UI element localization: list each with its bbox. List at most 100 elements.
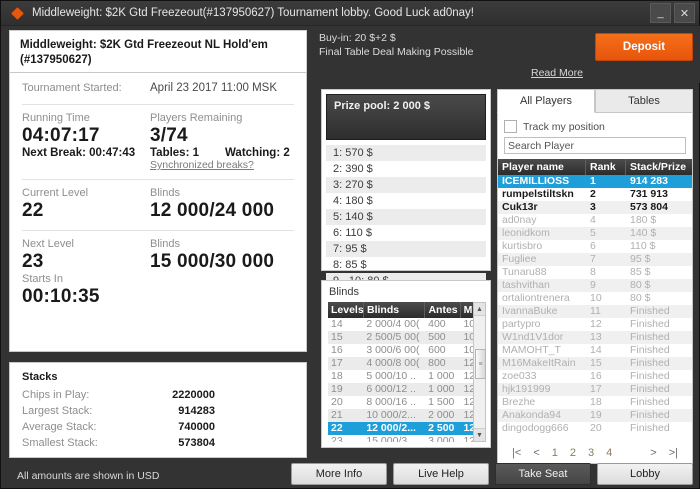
- player-name: Anakonda94: [502, 409, 561, 421]
- more-info-button[interactable]: More Info: [291, 463, 387, 485]
- starts-in-label: Starts In: [22, 273, 63, 285]
- blinds-level: 22: [331, 422, 343, 434]
- prize-row: 3: 270 $: [326, 177, 486, 193]
- player-rank: 13: [590, 331, 602, 343]
- tournament-started-value: April 23 2017 11:00 MSK: [150, 82, 278, 94]
- players-col-rank[interactable]: Rank: [586, 159, 626, 175]
- pager-first[interactable]: |<: [512, 447, 522, 459]
- blinds-col-antes[interactable]: Antes: [425, 302, 461, 318]
- take-seat-button[interactable]: Take Seat: [495, 463, 591, 485]
- blinds-level: 16: [331, 344, 343, 356]
- minimize-button[interactable]: _: [650, 3, 671, 23]
- player-row[interactable]: Anakonda94 19 Finished: [498, 409, 692, 422]
- lobby-button[interactable]: Lobby: [597, 463, 693, 485]
- player-row[interactable]: IvannaBuke 11 Finished: [498, 305, 692, 318]
- blinds-row[interactable]: 21 10 000/2... 2 000 12: [328, 409, 486, 422]
- players-col-name[interactable]: Player name: [498, 159, 586, 175]
- scroll-up-icon[interactable]: ▲: [474, 303, 485, 316]
- blinds-body: 14 2 000/4 00( 400 10 15 2 500/5 00( 500…: [328, 318, 486, 442]
- player-row[interactable]: Cuk13r 3 573 804: [498, 201, 692, 214]
- tab-tables[interactable]: Tables: [595, 89, 693, 113]
- starts-in-value: 00:10:35: [22, 286, 100, 307]
- players-panel: Track my position Search Player Player n…: [497, 113, 693, 464]
- track-my-position-checkbox[interactable]: [504, 120, 517, 133]
- blinds-col-blinds[interactable]: Blinds: [364, 302, 426, 318]
- player-row[interactable]: Fugliee 7 95 $: [498, 253, 692, 266]
- track-my-position-label: Track my position: [523, 120, 605, 133]
- close-button[interactable]: ✕: [674, 3, 695, 23]
- blinds-row[interactable]: 17 4 000/8 00( 800 12: [328, 357, 486, 370]
- players-col-stack[interactable]: Stack/Prize: [630, 161, 687, 173]
- scroll-down-icon[interactable]: ▼: [474, 428, 485, 441]
- live-help-button[interactable]: Live Help: [393, 463, 489, 485]
- player-row[interactable]: W1nd1V1dor 13 Finished: [498, 331, 692, 344]
- pager-prev[interactable]: <: [533, 447, 540, 459]
- player-rank: 2: [590, 188, 596, 200]
- blinds-value: 2 000/4 00(: [366, 318, 420, 330]
- blinds-row[interactable]: 16 3 000/6 00( 600 10: [328, 344, 486, 357]
- prize-row: 6: 110 $: [333, 227, 372, 239]
- pager-page-4[interactable]: 4: [606, 447, 613, 459]
- blinds-row[interactable]: 19 6 000/12 .. 1 000 12: [328, 383, 486, 396]
- player-row[interactable]: tashvithan 9 80 $: [498, 279, 692, 292]
- player-stack: Finished: [630, 331, 670, 343]
- player-row[interactable]: M16MakeItRain 15 Finished: [498, 357, 692, 370]
- blinds-row[interactable]: 23 15 000/3... 3 000 12: [328, 435, 486, 442]
- pager-page-3[interactable]: 3: [588, 447, 595, 459]
- blinds-level: 23: [331, 435, 343, 442]
- player-row[interactable]: hjk191999 17 Finished: [498, 383, 692, 396]
- window-title: Middleweight: $2K Gtd Freezeout(#1379506…: [32, 7, 474, 19]
- blinds-level: 15: [331, 331, 343, 343]
- player-stack: 573 804: [630, 201, 668, 213]
- pager-next[interactable]: >: [650, 447, 657, 459]
- players-remaining-label: Players Remaining: [150, 112, 243, 124]
- buyin-block: Buy-in: 20 $+2 $ Final Table Deal Making…: [319, 31, 473, 59]
- blinds-row[interactable]: 14 2 000/4 00( 400 10: [328, 318, 486, 331]
- player-row[interactable]: ad0nay 4 180 $: [498, 214, 692, 227]
- player-row-selected[interactable]: ICEMILLIOSS 1 914 283: [498, 175, 692, 188]
- blinds-level: 18: [331, 370, 343, 382]
- search-player-input[interactable]: Search Player: [504, 137, 686, 154]
- deposit-button[interactable]: Deposit: [595, 33, 693, 61]
- blinds-antes: 500: [428, 331, 446, 343]
- running-time-label: Running Time: [22, 112, 90, 124]
- middle-column: Prize pool: 2 000 $ 1: 570 $ 2: 390 $ 3:…: [321, 89, 491, 448]
- pager-page-1[interactable]: 1: [551, 447, 558, 459]
- stacks-row-label: Smallest Stack:: [22, 437, 98, 449]
- player-row[interactable]: Tunaru88 8 85 $: [498, 266, 692, 279]
- player-stack: Finished: [630, 383, 670, 395]
- player-rank: 16: [590, 370, 602, 382]
- read-more-link[interactable]: Read More: [531, 67, 583, 79]
- tab-all-players[interactable]: All Players: [497, 89, 595, 113]
- player-row[interactable]: zoe033 16 Finished: [498, 370, 692, 383]
- blinds-antes: 2 500: [428, 422, 455, 434]
- player-stack: 95 $: [630, 253, 651, 265]
- blinds-min: 12: [463, 435, 476, 442]
- blinds-min: 12: [463, 357, 476, 369]
- scrollbar-thumb[interactable]: ≡: [475, 349, 486, 379]
- pager-page-2[interactable]: 2: [569, 447, 576, 459]
- blinds-row[interactable]: 20 8 000/16 .. 1 500 12: [328, 396, 486, 409]
- blinds-row[interactable]: 15 2 500/5 00( 500 10: [328, 331, 486, 344]
- player-rank: 3: [590, 201, 596, 213]
- player-row[interactable]: dingodogg666 20 Finished: [498, 422, 692, 435]
- blinds-row-selected[interactable]: 22 12 000/2... 2 500 12: [328, 422, 486, 435]
- blinds-col-levels[interactable]: Levels: [328, 302, 364, 318]
- blinds-antes: 400: [428, 318, 446, 330]
- blinds-scrollbar[interactable]: ▲ ≡ ▼: [473, 302, 486, 442]
- player-row[interactable]: leonidkom 5 140 $: [498, 227, 692, 240]
- tournament-title-box: Middleweight: $2K Gtd Freezeout NL Hold'…: [9, 30, 307, 76]
- pager-last[interactable]: >|: [668, 447, 678, 459]
- player-rank: 12: [590, 318, 602, 330]
- player-row[interactable]: Brezhe 18 Finished: [498, 396, 692, 409]
- player-row[interactable]: kurtisbro 6 110 $: [498, 240, 692, 253]
- player-row[interactable]: partypro 12 Finished: [498, 318, 692, 331]
- stacks-row: Smallest Stack: 573804: [22, 435, 294, 451]
- blinds-row[interactable]: 18 5 000/10 .. 1 000 12: [328, 370, 486, 383]
- synchronized-breaks-link[interactable]: Synchronized breaks?: [150, 159, 254, 171]
- track-my-position-row[interactable]: Track my position: [498, 113, 692, 137]
- player-row[interactable]: MAMOHT_T 14 Finished: [498, 344, 692, 357]
- player-row[interactable]: ortaliontrenera 10 80 $: [498, 292, 692, 305]
- player-rank: 7: [590, 253, 596, 265]
- player-row[interactable]: rumpelstiltskn 2 731 913: [498, 188, 692, 201]
